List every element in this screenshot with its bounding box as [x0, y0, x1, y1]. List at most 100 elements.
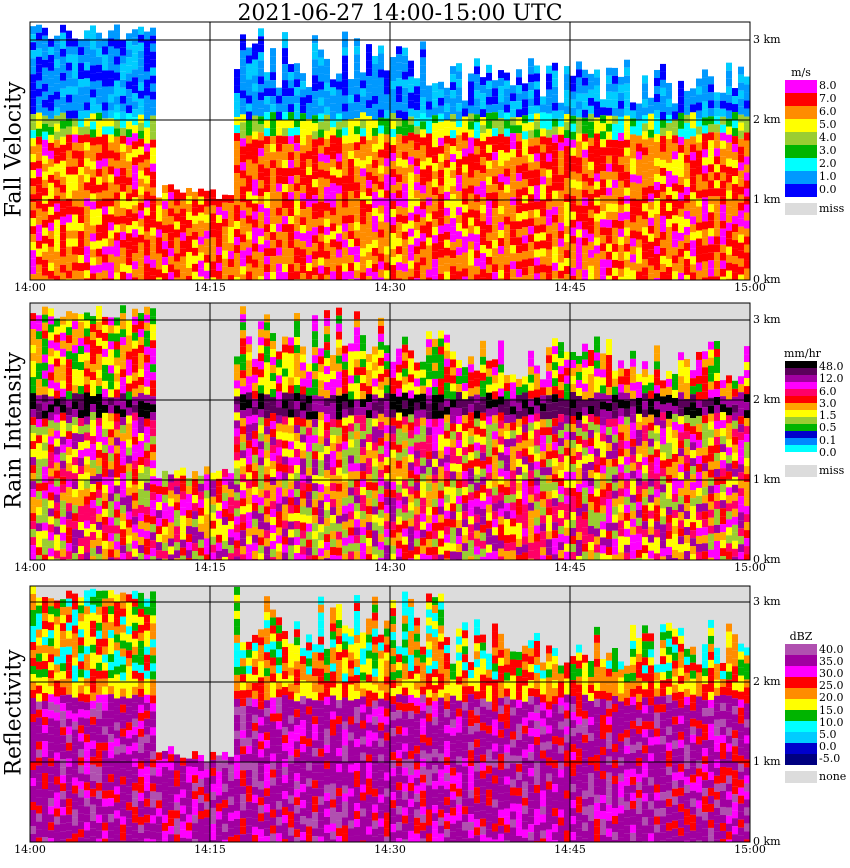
legend-2	[785, 361, 817, 477]
legend-swatch	[785, 710, 817, 721]
legend-swatch	[785, 452, 817, 459]
time-label: 14:15	[194, 843, 226, 856]
time-label: 14:00	[14, 281, 46, 294]
time-label: 14:00	[14, 561, 46, 574]
height-label: 0 km	[753, 273, 781, 286]
legend-value: 3.0	[819, 144, 837, 157]
legend-missing-swatch	[785, 465, 817, 477]
legend-value: 5.0	[819, 118, 837, 131]
legend-swatch	[785, 106, 817, 119]
legend-missing-swatch	[785, 771, 817, 783]
legend-swatch	[785, 417, 817, 424]
legend-swatch	[785, 382, 817, 389]
legend-swatch	[785, 732, 817, 743]
legend-missing-swatch	[785, 203, 817, 215]
legend-value: 15.0	[819, 703, 844, 717]
legend-swatch	[785, 119, 817, 132]
legend-swatch	[785, 677, 817, 688]
legend-swatch	[785, 410, 817, 417]
legend-value: 40.0	[819, 643, 844, 656]
legend-value: 0.0	[819, 183, 837, 196]
legend-value: 6.0	[819, 105, 837, 118]
time-label: 15:00	[734, 843, 766, 856]
legend-value: 12.0	[819, 372, 844, 386]
legend-swatch	[785, 361, 817, 368]
legend-1	[785, 80, 817, 215]
height-label: 3 km	[753, 33, 781, 46]
height-label: 1 km	[753, 755, 781, 768]
legend-swatch	[785, 389, 817, 396]
height-label: 0 km	[753, 553, 781, 566]
legend-value: 0.0	[819, 445, 837, 459]
time-label: 15:00	[734, 281, 766, 294]
legend-value: 10.0	[819, 715, 844, 729]
height-label: 1 km	[753, 193, 781, 206]
legend-swatch	[785, 644, 817, 655]
heatmap-3	[29, 585, 751, 843]
legend-swatch	[785, 403, 817, 410]
legend-swatch	[785, 93, 817, 106]
legend-swatch	[785, 132, 817, 145]
time-label: 14:00	[14, 843, 46, 856]
legend-value: 0.5	[819, 421, 837, 435]
legend-value: 4.0	[819, 131, 837, 144]
time-label: 14:30	[374, 281, 406, 294]
time-label: 14:45	[554, 843, 586, 856]
panel-title-3: Reflectivity	[1, 649, 27, 776]
legend-missing-label: miss	[819, 464, 845, 477]
heatmap-1	[29, 21, 751, 281]
panel-title-2: Rain Intensity	[1, 351, 27, 509]
legend-swatch	[785, 754, 817, 765]
legend-3	[785, 644, 817, 783]
legend-value: 25.0	[819, 679, 844, 693]
legend-value: 20.0	[819, 691, 844, 705]
time-label: 15:00	[734, 561, 766, 574]
legend-value: 2.0	[819, 157, 837, 170]
legend-value: 3.0	[819, 396, 837, 410]
height-label: 2 km	[753, 393, 781, 406]
height-label: 1 km	[753, 473, 781, 486]
legend-value: 35.0	[819, 655, 844, 669]
panel-title-1: Fall Velocity	[1, 81, 27, 218]
legend-value: 7.0	[819, 92, 837, 105]
legend-swatch	[785, 666, 817, 677]
legend-swatch	[785, 445, 817, 452]
legend-swatch	[785, 171, 817, 184]
legend-swatch	[785, 375, 817, 382]
legend-unit: m/s	[791, 66, 811, 79]
legend-swatch	[785, 80, 817, 93]
legend-value: 6.0	[819, 384, 837, 398]
legend-value: 1.0	[819, 170, 837, 183]
time-label: 14:30	[374, 843, 406, 856]
legend-value: 8.0	[819, 79, 837, 92]
legend-swatch	[785, 743, 817, 754]
legend-swatch	[785, 396, 817, 403]
legend-swatch	[785, 368, 817, 375]
heatmap-2	[29, 302, 751, 561]
height-label: 2 km	[753, 113, 781, 126]
legend-value: 30.0	[819, 667, 844, 681]
height-label: 0 km	[753, 835, 781, 848]
time-label: 14:45	[554, 281, 586, 294]
legend-missing-label: miss	[819, 202, 845, 215]
legend-swatch	[785, 431, 817, 438]
time-label: 14:15	[194, 281, 226, 294]
legend-swatch	[785, 158, 817, 171]
legend-swatch	[785, 438, 817, 445]
legend-swatch	[785, 184, 817, 197]
time-label: 14:15	[194, 561, 226, 574]
height-label: 3 km	[753, 595, 781, 608]
legend-swatch	[785, 145, 817, 158]
legend-value: -5.0	[819, 751, 841, 765]
height-label: 3 km	[753, 313, 781, 326]
legend-value: 0.0	[819, 739, 837, 753]
legend-value: 0.1	[819, 433, 837, 447]
legend-unit: mm/hr	[784, 347, 821, 360]
legend-swatch	[785, 688, 817, 699]
legend-swatch	[785, 655, 817, 666]
legend-value: 5.0	[819, 727, 837, 741]
legend-swatch	[785, 424, 817, 431]
height-label: 2 km	[753, 675, 781, 688]
legend-swatch	[785, 699, 817, 710]
